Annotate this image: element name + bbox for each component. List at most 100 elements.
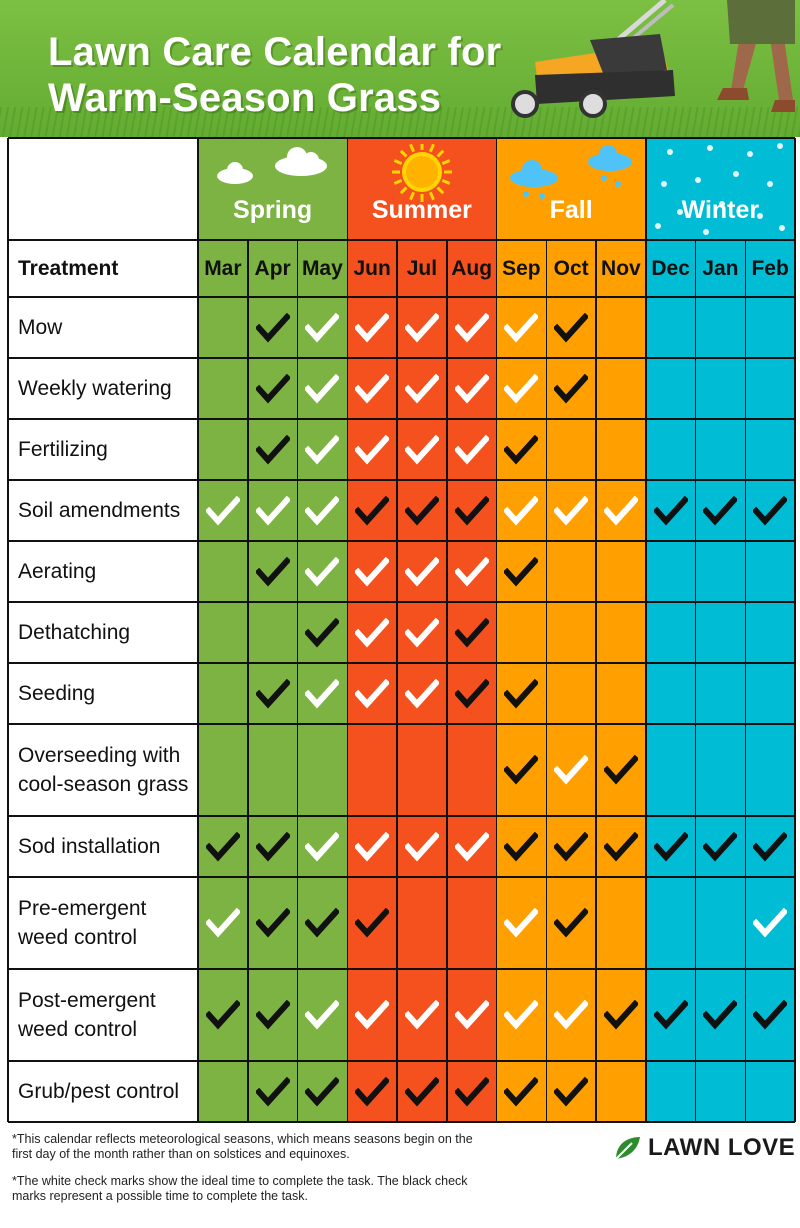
rain-cloud-icon — [497, 144, 646, 209]
calendar-cell — [247, 663, 298, 724]
season-label: Spring — [233, 196, 313, 224]
calendar-cell — [347, 297, 397, 358]
brand-logo: LAWN LOVE — [612, 1134, 795, 1162]
check-white-icon — [447, 831, 497, 867]
calendar-cell — [745, 541, 795, 602]
calendar-cell — [745, 358, 795, 419]
calendar-cell — [198, 297, 248, 358]
season-label: Summer — [371, 196, 472, 224]
calendar-cell — [247, 816, 298, 877]
check-white-icon — [447, 373, 497, 409]
calendar-cell — [546, 724, 596, 816]
lawn-mower-illustration — [511, 0, 795, 118]
calendar-cell — [397, 358, 447, 419]
calendar-cell — [397, 877, 447, 969]
brand-logo-text: LAWN LOVE — [648, 1134, 796, 1161]
check-black-icon — [248, 907, 298, 943]
calendar-cell — [546, 602, 596, 663]
calendar-cell — [645, 297, 696, 358]
grid-line — [744, 240, 746, 1122]
calendar-cell — [297, 358, 348, 419]
calendar-cell — [695, 358, 746, 419]
calendar-cell — [347, 816, 397, 877]
check-white-icon — [347, 678, 397, 714]
calendar-cell — [745, 1061, 795, 1122]
season-header-fall: Fall — [496, 138, 646, 240]
check-white-icon — [347, 831, 397, 867]
check-white-icon — [298, 434, 348, 470]
check-black-icon — [248, 831, 298, 867]
calendar-cell — [645, 1061, 696, 1122]
check-black-icon — [248, 678, 298, 714]
check-white-icon — [298, 678, 348, 714]
calendar-cell — [496, 969, 547, 1061]
check-black-icon — [497, 754, 547, 790]
calendar-cell — [596, 663, 646, 724]
calendar-cell — [198, 877, 248, 969]
treatment-name: Soil amendments — [8, 480, 198, 541]
calendar-cell — [446, 724, 497, 816]
check-black-icon — [397, 1076, 447, 1112]
check-white-icon — [347, 434, 397, 470]
calendar-cell — [695, 724, 746, 816]
check-white-icon — [447, 556, 497, 592]
calendar-cell — [496, 602, 547, 663]
calendar-cell — [247, 969, 298, 1061]
lawn-care-calendar-table: Spring Summer Fall Winter Treatment Mar Apr May… — [7, 137, 796, 1123]
calendar-cell — [247, 358, 298, 419]
month-header-feb: Feb — [745, 240, 795, 297]
calendar-cell — [446, 419, 497, 480]
grid-line — [595, 240, 597, 1122]
calendar-cell — [446, 297, 497, 358]
calendar-cell — [745, 877, 795, 969]
check-white-icon — [248, 495, 298, 531]
calendar-cell — [297, 1061, 348, 1122]
calendar-cell — [446, 602, 497, 663]
calendar-cell — [347, 541, 397, 602]
month-header-jan: Jan — [695, 240, 746, 297]
calendar-cell — [745, 724, 795, 816]
calendar-cell — [596, 1061, 646, 1122]
grid-line — [247, 240, 249, 1122]
check-white-icon — [497, 999, 547, 1035]
check-white-icon — [347, 999, 397, 1035]
grid-line — [694, 240, 697, 1122]
grid-line — [8, 1121, 795, 1123]
leaf-logo-icon — [615, 1137, 640, 1160]
calendar-cell — [297, 877, 348, 969]
calendar-cell — [247, 297, 298, 358]
check-black-icon — [298, 907, 348, 943]
calendar-cell — [695, 969, 746, 1061]
calendar-cell — [645, 480, 696, 541]
check-white-icon — [397, 312, 447, 348]
grid-line — [8, 418, 795, 420]
calendar-cell — [198, 419, 248, 480]
calendar-cell — [397, 724, 447, 816]
check-white-icon — [298, 556, 348, 592]
check-white-icon — [397, 434, 447, 470]
check-white-icon — [298, 373, 348, 409]
grid-line — [296, 240, 299, 1122]
check-black-icon — [745, 495, 795, 531]
calendar-cell — [347, 1061, 397, 1122]
grid-line — [545, 240, 547, 1122]
check-black-icon — [546, 373, 596, 409]
month-header-jun: Jun — [347, 240, 397, 297]
calendar-cell — [596, 602, 646, 663]
month-header-jul: Jul — [397, 240, 447, 297]
calendar-cell — [297, 663, 348, 724]
treatment-column-header: Treatment — [8, 240, 198, 297]
check-black-icon — [248, 999, 298, 1035]
check-black-icon — [497, 1076, 547, 1112]
grid-line — [8, 968, 795, 970]
calendar-cell — [695, 877, 746, 969]
calendar-cell — [446, 358, 497, 419]
calendar-cell — [247, 724, 298, 816]
month-header-apr: Apr — [247, 240, 298, 297]
season-header-spring: Spring — [198, 138, 348, 240]
check-white-icon — [347, 617, 397, 653]
month-header-sep: Sep — [496, 240, 547, 297]
page-title-line-1: Lawn Care Calendar for — [48, 30, 502, 74]
season-label: Winter — [681, 196, 760, 224]
calendar-cell — [695, 602, 746, 663]
